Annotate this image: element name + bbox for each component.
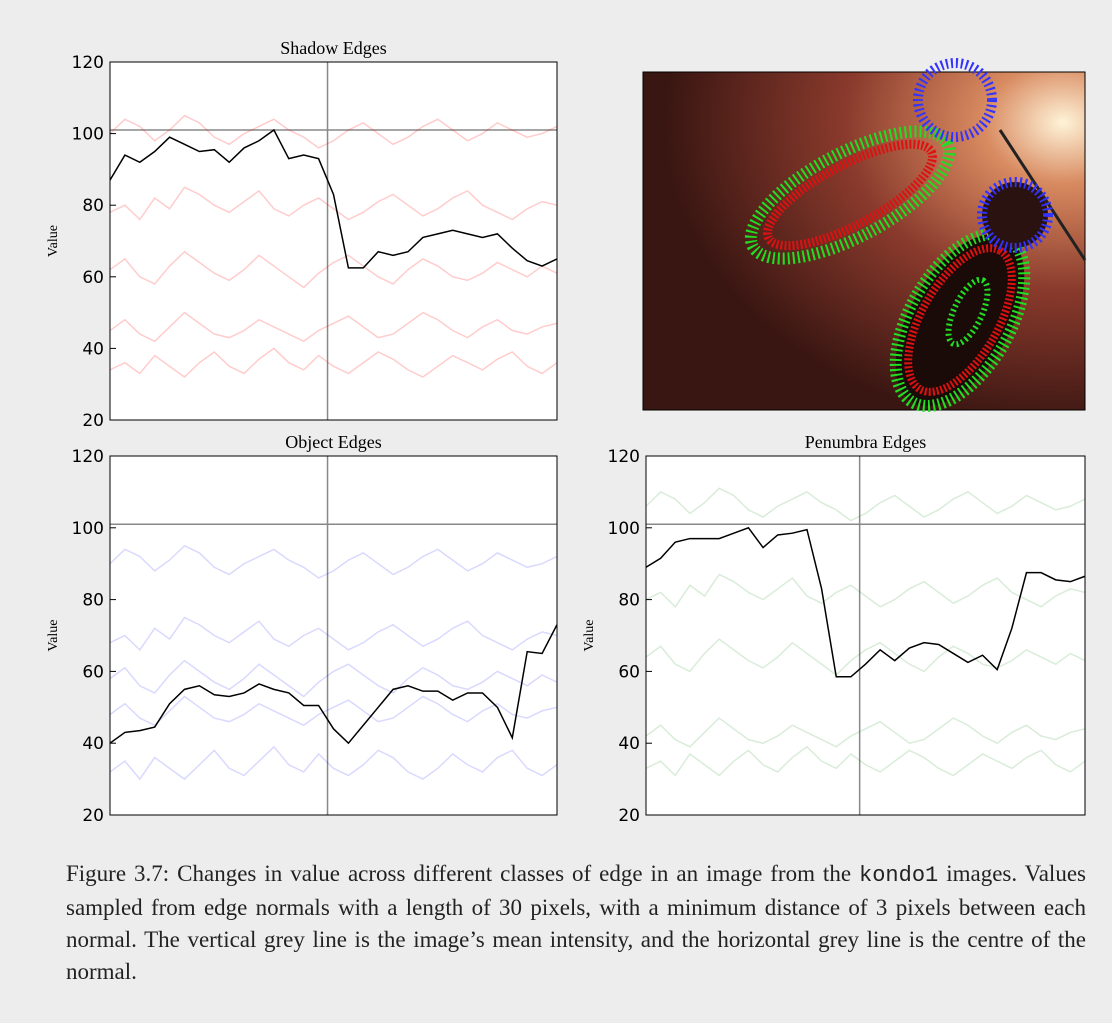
data-line [110, 745, 557, 781]
data-line [110, 114, 557, 149]
y-tick-label: 60 [618, 662, 640, 682]
y-tick-label: 40 [82, 339, 104, 359]
y-axis-label: Value [582, 620, 597, 652]
y-tick-label: 80 [618, 591, 640, 611]
y-tick-label: 100 [72, 519, 104, 539]
data-line [110, 616, 557, 652]
y-axis-label: Value [46, 225, 61, 257]
caption: Figure 3.7: Changes in value across diff… [66, 858, 1086, 988]
y-tick-label: 80 [82, 591, 104, 611]
caption-code: kondo1 [859, 863, 939, 888]
y-tick-label: 60 [82, 662, 104, 682]
y-tick-label: 80 [82, 196, 104, 216]
data-line [110, 311, 557, 343]
chart-title: Shadow Edges [280, 38, 387, 58]
caption-text: images. Values sampled from edge normals… [66, 861, 1086, 984]
data-line [646, 487, 1085, 522]
data-line [646, 717, 1085, 748]
data-line [110, 128, 557, 269]
data-line [646, 526, 1085, 678]
data-line [646, 638, 1085, 676]
plot-area [646, 456, 1085, 815]
y-tick-label: 20 [82, 411, 104, 431]
y-tick-label: 20 [82, 806, 104, 826]
data-line [110, 695, 557, 727]
y-axis-label: Value [46, 620, 61, 652]
data-line [110, 186, 557, 221]
plot-frame [645, 455, 1086, 816]
plot-area [110, 62, 557, 420]
chart-title: Penumbra Edges [805, 432, 926, 452]
y-tick-label: 40 [618, 734, 640, 754]
y-tick-label: 20 [618, 806, 640, 826]
data-line [110, 250, 557, 289]
plot-frame [109, 455, 558, 816]
y-tick-label: 100 [72, 125, 104, 145]
chart-title: Object Edges [285, 432, 381, 452]
plot-frame [109, 61, 558, 421]
y-tick-label: 60 [82, 268, 104, 288]
plot-area [110, 456, 557, 815]
data-line [110, 624, 557, 745]
data-line [110, 544, 557, 579]
caption-text: Figure 3.7: Changes in value across diff… [66, 861, 860, 886]
y-tick-label: 120 [72, 447, 104, 467]
y-tick-label: 120 [608, 447, 640, 467]
data-line [646, 573, 1085, 608]
y-tick-label: 120 [72, 53, 104, 73]
photo [642, 58, 1087, 412]
data-line [110, 659, 557, 698]
data-line [110, 347, 557, 379]
y-tick-label: 100 [608, 519, 640, 539]
figure: 20 40 60 80 100 120 Shadow Edges Value 20 40 60 80 1… [46, 38, 1087, 826]
data-line [646, 745, 1085, 777]
y-tick-label: 40 [82, 734, 104, 754]
